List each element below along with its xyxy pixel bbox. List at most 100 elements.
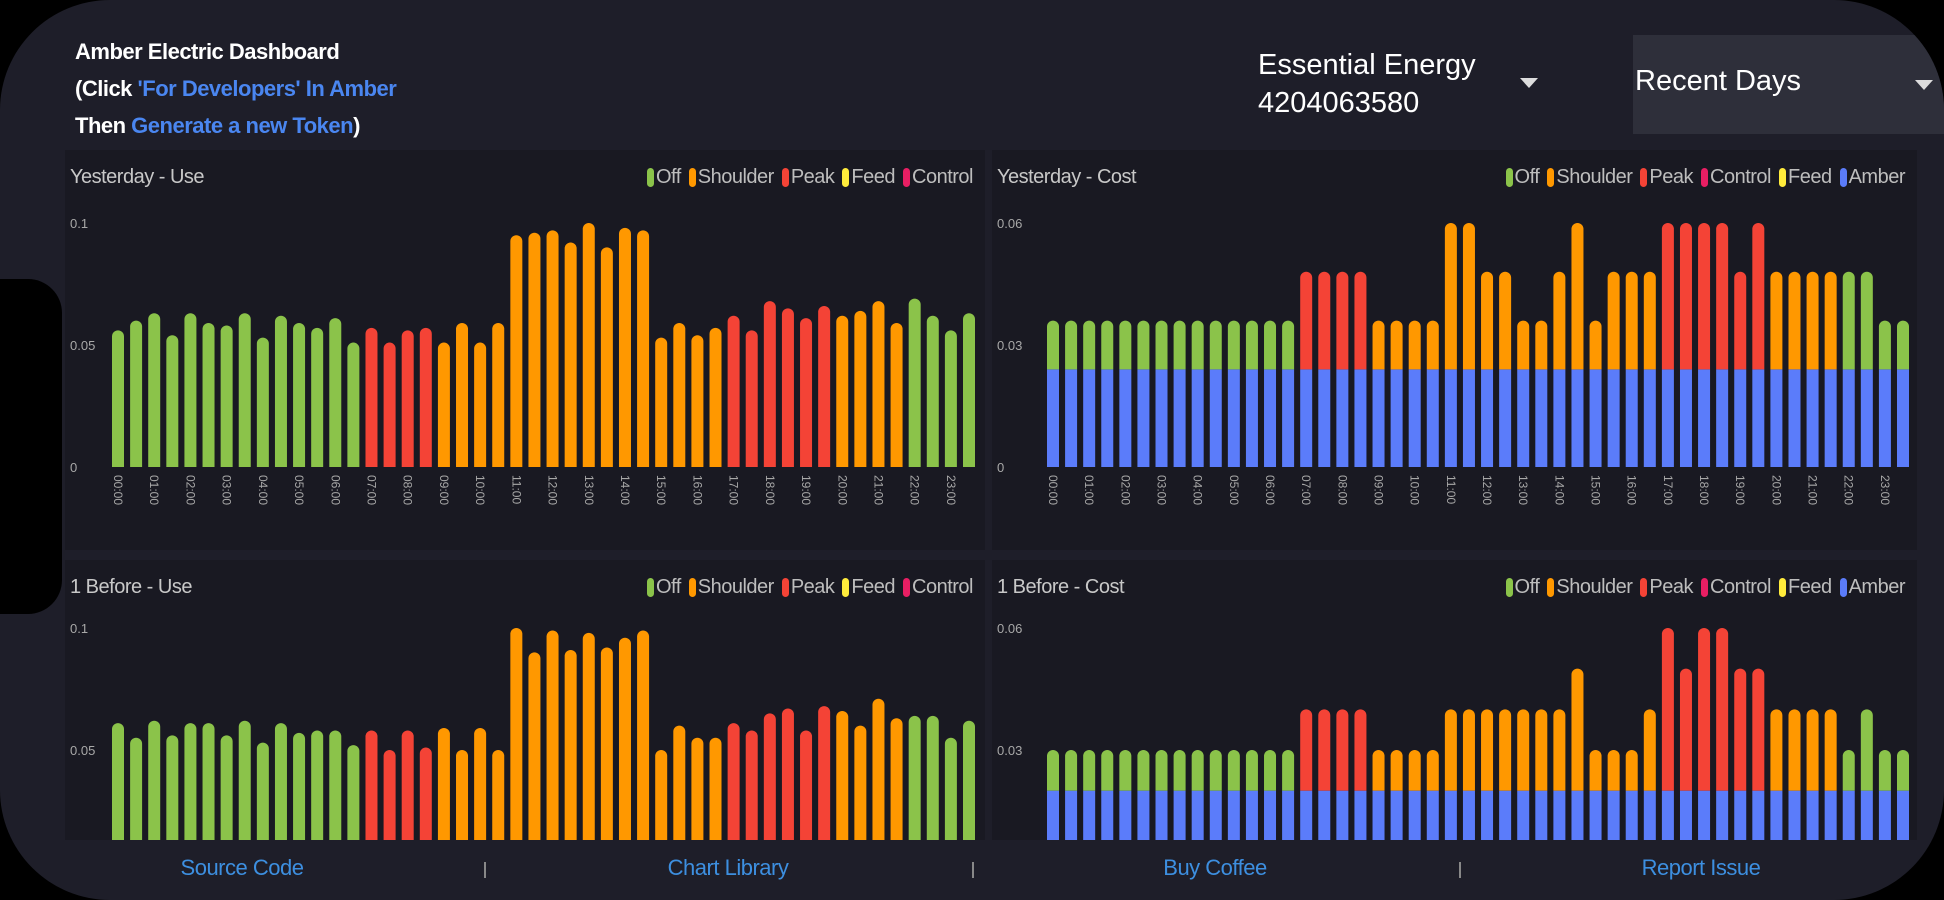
bar[interactable] [1227, 320, 1240, 467]
bar[interactable] [1408, 320, 1421, 467]
bar[interactable] [437, 342, 450, 467]
bar[interactable] [600, 647, 613, 840]
legend-item-peak[interactable]: Peak [1640, 166, 1694, 189]
provider-select[interactable]: Essential Energy 4204063580 [1258, 46, 1476, 122]
bar[interactable] [311, 730, 324, 840]
bar[interactable] [582, 632, 595, 840]
bar[interactable] [1553, 709, 1566, 840]
bar[interactable] [1119, 320, 1132, 467]
legend-item-control[interactable]: Control [903, 576, 973, 599]
bar[interactable] [1788, 271, 1801, 467]
bar[interactable] [1860, 271, 1873, 467]
bar[interactable] [1589, 320, 1602, 467]
bar[interactable] [1137, 750, 1150, 840]
bar[interactable] [474, 728, 487, 840]
bar[interactable] [148, 720, 161, 840]
bar[interactable] [709, 737, 722, 840]
bar[interactable] [1101, 320, 1114, 467]
bar[interactable] [637, 230, 650, 467]
bar[interactable] [727, 723, 740, 840]
bar[interactable] [238, 313, 251, 467]
bar[interactable] [1716, 628, 1729, 840]
bar[interactable] [1047, 750, 1059, 840]
bar[interactable] [1101, 750, 1114, 840]
bar[interactable] [1499, 709, 1512, 840]
bar[interactable] [184, 313, 197, 467]
bar[interactable] [1625, 271, 1638, 467]
legend-item-control[interactable]: Control [1701, 166, 1771, 189]
bar[interactable] [1661, 628, 1674, 840]
chevron-down-icon[interactable] [1520, 78, 1538, 88]
bar[interactable] [1824, 709, 1837, 840]
bar[interactable] [492, 323, 505, 467]
bar[interactable] [1788, 709, 1801, 840]
bar[interactable] [220, 735, 233, 840]
bar[interactable] [546, 230, 559, 467]
legend-item-control[interactable]: Control [903, 166, 973, 189]
bar[interactable] [274, 723, 287, 840]
bar[interactable] [1300, 271, 1313, 467]
bar[interactable] [1897, 320, 1909, 467]
report-issue-link[interactable]: Report Issue [1641, 855, 1761, 880]
bar[interactable] [1698, 223, 1711, 467]
bar[interactable] [673, 323, 686, 467]
bar[interactable] [655, 337, 668, 467]
bar[interactable] [401, 730, 414, 840]
bar[interactable] [1535, 709, 1548, 840]
bar[interactable] [184, 723, 197, 840]
bar[interactable] [1282, 750, 1295, 840]
bar[interactable] [383, 342, 396, 467]
bar[interactable] [1245, 750, 1258, 840]
bar[interactable] [1806, 709, 1819, 840]
bar[interactable] [1734, 668, 1747, 840]
bar[interactable] [1282, 320, 1295, 467]
bar[interactable] [202, 323, 215, 467]
bar[interactable] [890, 718, 903, 840]
bar[interactable] [456, 323, 469, 467]
bar[interactable] [1824, 271, 1837, 467]
bar[interactable] [256, 337, 269, 467]
bar[interactable] [1481, 709, 1494, 840]
bar[interactable] [582, 223, 595, 467]
legend-item-off[interactable]: Off [646, 576, 681, 599]
bar[interactable] [1444, 223, 1457, 467]
source-code-link[interactable]: Source Code [180, 855, 304, 880]
bar[interactable] [401, 330, 414, 467]
legend-item-peak[interactable]: Peak [1640, 576, 1694, 599]
generate-token-link[interactable]: Generate a new Token [131, 113, 354, 138]
bar[interactable] [1264, 320, 1277, 467]
bar[interactable] [854, 310, 867, 467]
bar[interactable] [836, 710, 849, 840]
legend-item-feed[interactable]: Feed [842, 166, 896, 189]
bar[interactable] [365, 730, 378, 840]
bar[interactable] [1318, 709, 1331, 840]
bar[interactable] [1571, 668, 1584, 840]
bar[interactable] [709, 327, 722, 467]
bar[interactable] [763, 713, 776, 840]
bar[interactable] [419, 747, 432, 840]
bar[interactable] [1065, 320, 1078, 467]
bar[interactable] [130, 320, 143, 467]
bar[interactable] [600, 247, 613, 467]
bar[interactable] [383, 750, 396, 840]
bar[interactable] [1155, 320, 1168, 467]
bar[interactable] [691, 737, 704, 840]
bar[interactable] [1553, 271, 1566, 467]
bar[interactable] [1408, 750, 1421, 840]
bar[interactable] [347, 342, 360, 467]
bar[interactable] [655, 750, 668, 840]
bar[interactable] [1137, 320, 1150, 467]
bar[interactable] [818, 706, 831, 840]
bar[interactable] [1661, 223, 1674, 467]
bar[interactable] [510, 235, 523, 467]
bar[interactable] [329, 730, 342, 840]
bar[interactable] [311, 327, 324, 467]
bar[interactable] [1897, 750, 1909, 840]
bar[interactable] [1444, 709, 1457, 840]
bar[interactable] [781, 708, 794, 840]
bar[interactable] [1679, 668, 1692, 840]
bar[interactable] [347, 745, 360, 840]
legend-item-shoulder[interactable]: Shoulder [688, 576, 774, 599]
bar[interactable] [1535, 320, 1548, 467]
bar[interactable] [1698, 628, 1711, 840]
